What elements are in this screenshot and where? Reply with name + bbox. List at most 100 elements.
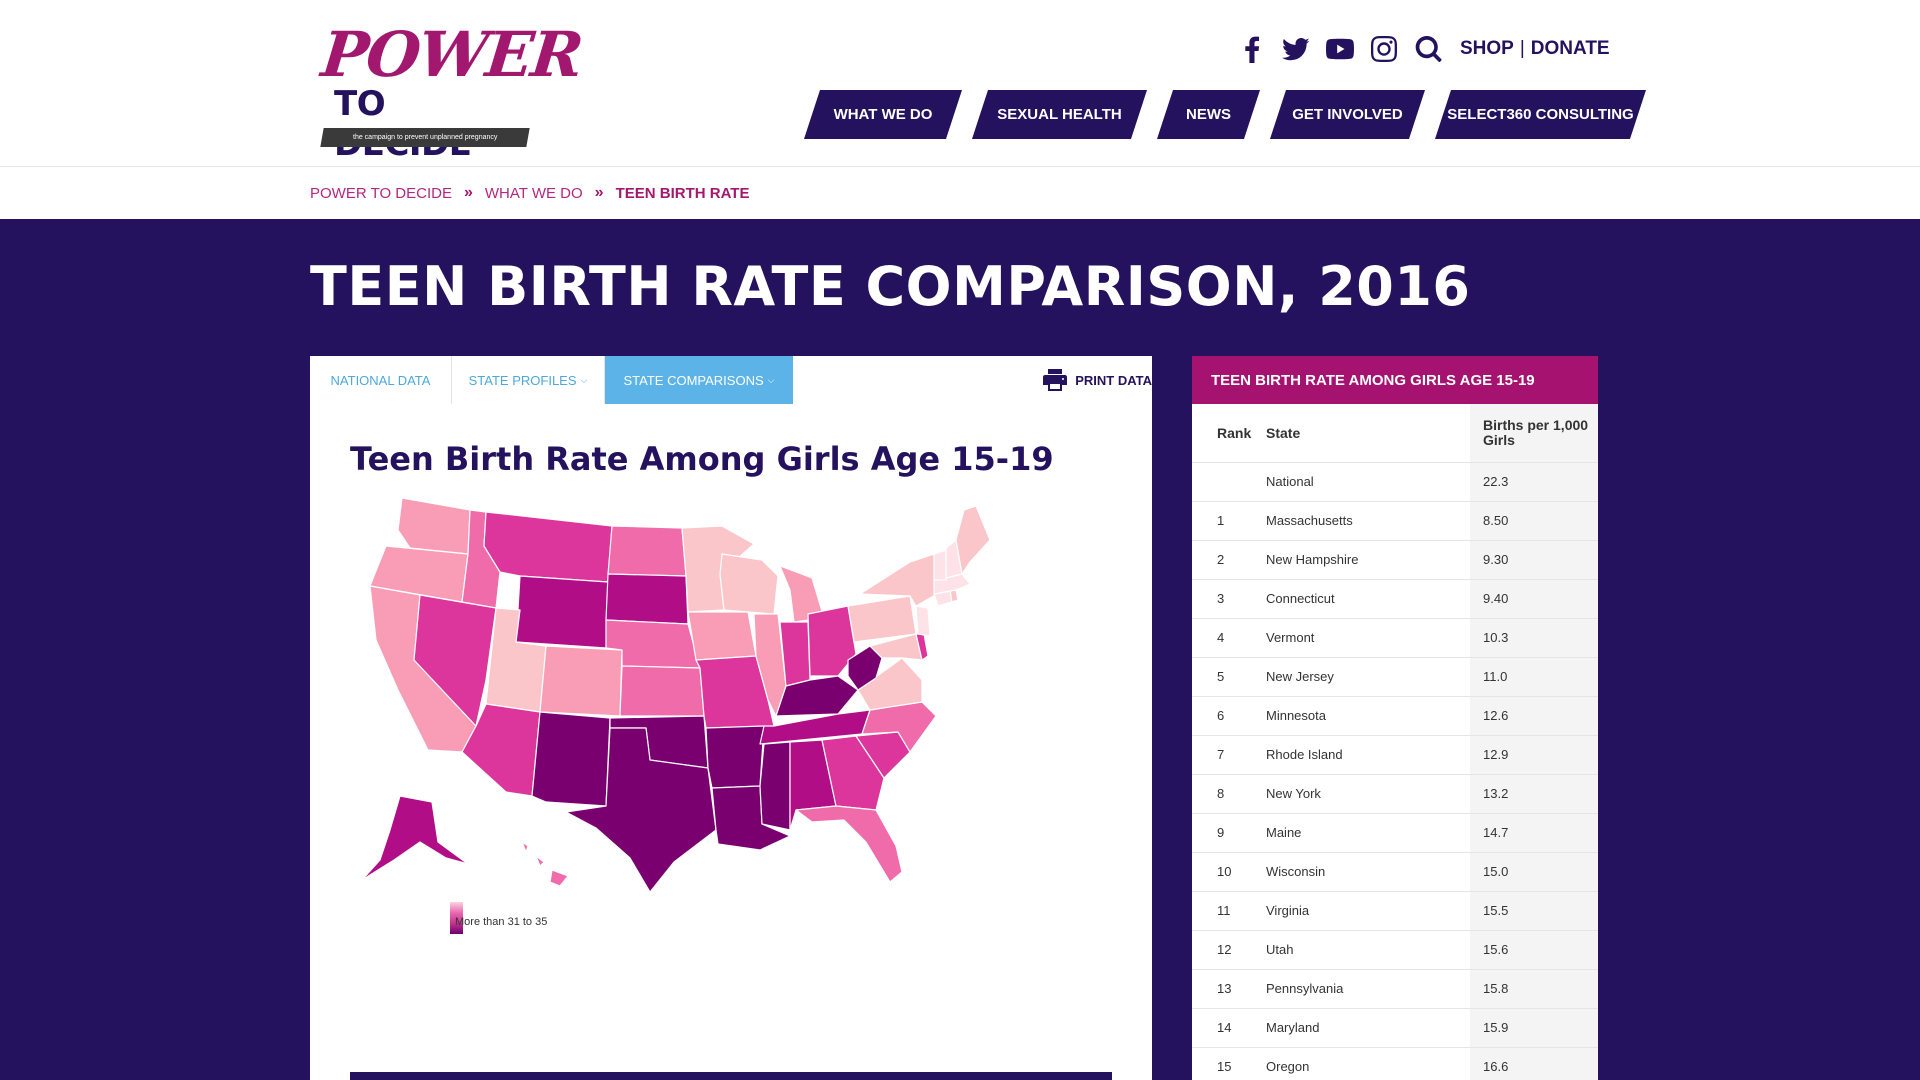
- map-panel: Teen Birth Rate Among Girls Age 15-19: [310, 404, 1152, 1080]
- state-new-mexico: [531, 711, 611, 807]
- cell-value: 13.2: [1470, 774, 1598, 814]
- cell-state: Vermont: [1266, 618, 1470, 658]
- instagram-icon[interactable]: [1370, 35, 1398, 63]
- breadcrumb-power-to-decide[interactable]: POWER TO DECIDE: [310, 184, 452, 202]
- logo-power-text: POWER: [318, 18, 585, 91]
- cell-value: 9.40: [1470, 579, 1598, 619]
- table-row: 1 Massachusetts 8.50: [1192, 501, 1598, 541]
- cell-rank: 10: [1192, 852, 1266, 892]
- table-row: 10 Wisconsin 15.0: [1192, 852, 1598, 892]
- table-row: 13 Pennsylvania 15.8: [1192, 969, 1598, 1009]
- state-texas: [565, 727, 717, 892]
- youtube-icon[interactable]: [1326, 35, 1354, 63]
- nav-select360-consulting[interactable]: SELECT360 CONSULTING: [1435, 90, 1646, 139]
- cell-value: 14.7: [1470, 813, 1598, 853]
- cell-rank: 9: [1192, 813, 1266, 853]
- search-icon[interactable]: [1414, 35, 1442, 63]
- cell-state: Massachusetts: [1266, 501, 1470, 541]
- tab-national-label: NATIONAL DATA: [330, 372, 431, 388]
- cell-rank: 7: [1192, 735, 1266, 775]
- col-value-header: Births per 1,000 Girls: [1470, 404, 1598, 463]
- breadcrumb-separator: »: [463, 184, 473, 201]
- tab-state-profiles[interactable]: STATE PROFILES ⌵: [452, 356, 605, 404]
- legend-label: More than 31 to 35: [455, 916, 548, 928]
- cell-value: 15.0: [1470, 852, 1598, 892]
- table-row: 12 Utah 15.6: [1192, 930, 1598, 970]
- table-row: 7 Rhode Island 12.9: [1192, 735, 1598, 775]
- cell-state: Minnesota: [1266, 696, 1470, 736]
- map-legend: More than 31 to 35: [450, 902, 580, 934]
- page-title: TEEN BIRTH RATE COMPARISON, 2016: [310, 255, 1471, 318]
- state-alaska: [361, 795, 469, 881]
- col-state-header: State: [1266, 404, 1470, 463]
- table-row: 9 Maine 14.7: [1192, 813, 1598, 853]
- cell-rank: [1192, 462, 1266, 502]
- twitter-icon[interactable]: [1282, 35, 1310, 63]
- chevron-down-icon: ⌵: [767, 374, 775, 385]
- nav-news[interactable]: NEWS: [1157, 90, 1260, 139]
- printer-icon: [1043, 369, 1068, 391]
- state-north-dakota: [607, 525, 687, 577]
- cell-value: 15.9: [1470, 1008, 1598, 1048]
- tab-comparisons-label: STATE COMPARISONS: [623, 372, 764, 388]
- cell-rank: 11: [1192, 891, 1266, 931]
- cell-rank: 2: [1192, 540, 1266, 580]
- table-row: 8 New York 13.2: [1192, 774, 1598, 814]
- state-rhode-island: [949, 589, 959, 603]
- cell-rank: 6: [1192, 696, 1266, 736]
- state-montana: [483, 511, 613, 583]
- cell-state: New Jersey: [1266, 657, 1470, 697]
- cell-value: 9.30: [1470, 540, 1598, 580]
- breadcrumb: POWER TO DECIDE » WHAT WE DO » TEEN BIRT…: [310, 184, 749, 202]
- cell-value: 16.6: [1470, 1047, 1598, 1080]
- cell-rank: 3: [1192, 579, 1266, 619]
- social-links: [1238, 33, 1442, 65]
- col-rank-header: Rank: [1192, 404, 1266, 463]
- facebook-icon[interactable]: [1238, 35, 1266, 63]
- logo-decide-text: TO DECIDE: [334, 84, 472, 164]
- nav-sexual-health[interactable]: SEXUAL HEALTH: [972, 90, 1147, 139]
- legend-color-scale: [450, 902, 463, 934]
- rank-table-header: Rank State Births per 1,000 Girls: [1192, 404, 1598, 463]
- cell-value: 10.3: [1470, 618, 1598, 658]
- donate-link[interactable]: DONATE: [1530, 38, 1610, 59]
- state-florida: [795, 805, 903, 883]
- nav-get-involved[interactable]: GET INVOLVED: [1270, 90, 1425, 139]
- data-tabs: NATIONAL DATA STATE PROFILES ⌵ STATE COMP…: [310, 356, 1152, 404]
- shop-link[interactable]: SHOP: [1460, 38, 1514, 59]
- state-maryland: [869, 633, 923, 661]
- site-header: POWER TO DECIDE the campaign to prevent …: [0, 0, 1920, 167]
- print-data-button[interactable]: PRINT DATA: [1043, 356, 1152, 404]
- state-virginia: [857, 657, 923, 711]
- state-indiana: [779, 621, 811, 687]
- cell-rank: 14: [1192, 1008, 1266, 1048]
- cell-rank: 12: [1192, 930, 1266, 970]
- nav-what-we-do[interactable]: WHAT WE DO: [804, 90, 962, 139]
- tab-state-comparisons[interactable]: STATE COMPARISONS ⌵: [605, 356, 793, 404]
- cell-state: National: [1266, 462, 1470, 502]
- state-hawaii: [521, 841, 569, 887]
- table-row: 3 Connecticut 9.40: [1192, 579, 1598, 619]
- cell-state: Maine: [1266, 813, 1470, 853]
- state-wyoming: [515, 575, 609, 649]
- cell-state: Pennsylvania: [1266, 969, 1470, 1009]
- cell-value: 15.6: [1470, 930, 1598, 970]
- cell-value: 15.8: [1470, 969, 1598, 1009]
- table-row: 15 Oregon 16.6: [1192, 1047, 1598, 1080]
- cell-value: 8.50: [1470, 501, 1598, 541]
- rank-panel: TEEN BIRTH RATE AMONG GIRLS AGE 15-19 Ra…: [1192, 356, 1598, 1080]
- state-vermont: [933, 549, 947, 581]
- cell-state: Connecticut: [1266, 579, 1470, 619]
- us-choropleth-map[interactable]: [350, 490, 990, 892]
- cell-rank: 13: [1192, 969, 1266, 1009]
- tab-national-data[interactable]: NATIONAL DATA: [310, 356, 452, 404]
- cell-rank: 5: [1192, 657, 1266, 697]
- state-nevada: [413, 594, 497, 727]
- table-row: 4 Vermont 10.3: [1192, 618, 1598, 658]
- breadcrumb-what-we-do[interactable]: WHAT WE DO: [484, 184, 583, 202]
- panel-bottom-bar: [350, 1072, 1112, 1080]
- power-to-decide-logo[interactable]: POWER TO DECIDE the campaign to prevent …: [318, 18, 585, 164]
- rank-table-body: National 22.3 1 Massachusetts 8.50 2 New Hamps…: [1192, 462, 1598, 1080]
- cell-state: Utah: [1266, 930, 1470, 970]
- cell-rank: 8: [1192, 774, 1266, 814]
